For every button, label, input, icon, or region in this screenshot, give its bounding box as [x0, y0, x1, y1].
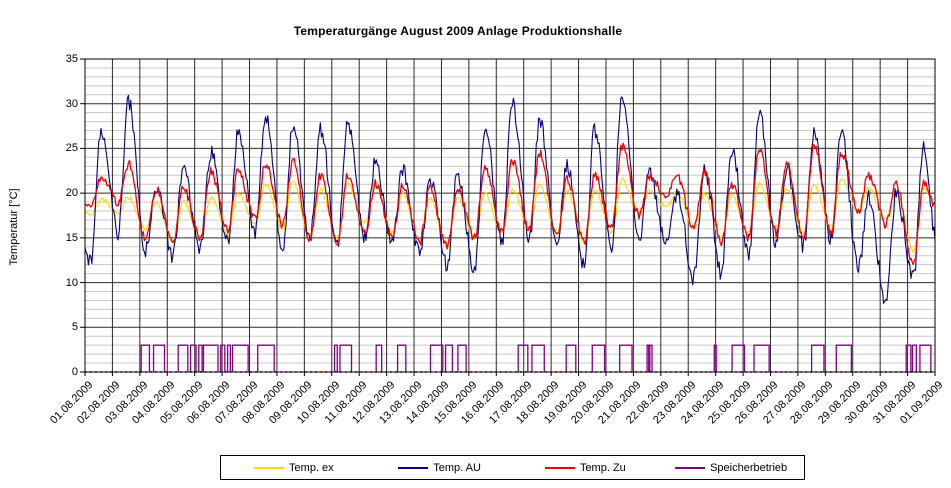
speicherbetrieb-pulse [220, 344, 226, 372]
speicherbetrieb-pulse [396, 344, 407, 372]
speicherbetrieb-pulse [619, 344, 633, 372]
speicherbetrieb-pulse [591, 344, 606, 372]
legend-line-sample [544, 466, 575, 469]
y-tick-label: 5 [71, 321, 78, 334]
speicherbetrieb-pulse [177, 344, 189, 372]
legend-line-sample [675, 466, 706, 469]
legend-label: Temp. AU [433, 461, 481, 474]
series-line-temp-au [84, 94, 936, 304]
legend-item-speicherbetrieb: Speicherbetrieb [658, 462, 804, 474]
legend-line-sample [254, 466, 285, 469]
speicherbetrieb-pulse [231, 344, 249, 372]
legend-label: Temp. Zu [579, 461, 626, 474]
speicherbetrieb-pulse [911, 344, 918, 372]
y-tick-label: 10 [65, 276, 78, 289]
plot-background [85, 59, 935, 372]
speicherbetrieb-pulse [198, 344, 203, 372]
legend-item-temp-ex: Temp. ex [221, 462, 367, 474]
chart-title: Temperaturgänge August 2009 Anlage Produ… [293, 24, 623, 38]
speicherbetrieb-pulse [646, 344, 650, 372]
speicherbetrieb-pulse [457, 344, 467, 372]
speicherbetrieb-pulse [140, 344, 151, 372]
y-tick-label: 30 [65, 97, 78, 110]
speicherbetrieb-pulse [339, 344, 353, 372]
speicherbetrieb-pulse [565, 344, 577, 372]
speicherbetrieb-pulse [531, 344, 545, 372]
speicherbetrieb-pulse [810, 344, 825, 372]
speicherbetrieb-pulse [375, 344, 383, 372]
speicherbetrieb-pulse [333, 344, 338, 372]
y-tick-label: 0 [71, 366, 78, 378]
y-tick-label: 35 [65, 53, 78, 65]
legend-item-temp-zu: Temp. Zu [513, 462, 659, 474]
legend-label: Temp. ex [289, 461, 334, 474]
speicherbetrieb-pulse [517, 344, 529, 372]
speicherbetrieb-pulse [257, 344, 275, 372]
legend-box: Temp. ex Temp. AU Temp. Zu Speicherbetrieb [220, 455, 805, 480]
plot-border [84, 58, 936, 373]
speicherbetrieb-pulse [919, 344, 932, 372]
legend-line-sample [398, 466, 429, 469]
speicherbetrieb-pulse [226, 344, 231, 372]
speicherbetrieb-pulse [753, 344, 770, 372]
legend-item-temp-au: Temp. AU [367, 462, 513, 474]
speicherbetrieb-pulse [152, 344, 166, 372]
speicherbetrieb-pulse [731, 344, 746, 372]
speicherbetrieb-pulse [835, 344, 853, 372]
speicherbetrieb-pulse [189, 344, 197, 372]
y-tick-label: 25 [65, 142, 78, 155]
speicherbetrieb-pulse [713, 344, 717, 372]
y-tick-label: 20 [65, 187, 78, 200]
speicherbetrieb-pulse [905, 344, 912, 372]
speicherbetrieb-pulse [429, 344, 444, 372]
legend-label: Speicherbetrieb [710, 461, 788, 474]
series-line-temp-zu [84, 142, 936, 266]
y-tick-label: 15 [65, 231, 78, 244]
speicherbetrieb-pulse [444, 344, 454, 372]
speicherbetrieb-pulse [649, 344, 653, 372]
speicherbetrieb-pulse [202, 344, 219, 372]
